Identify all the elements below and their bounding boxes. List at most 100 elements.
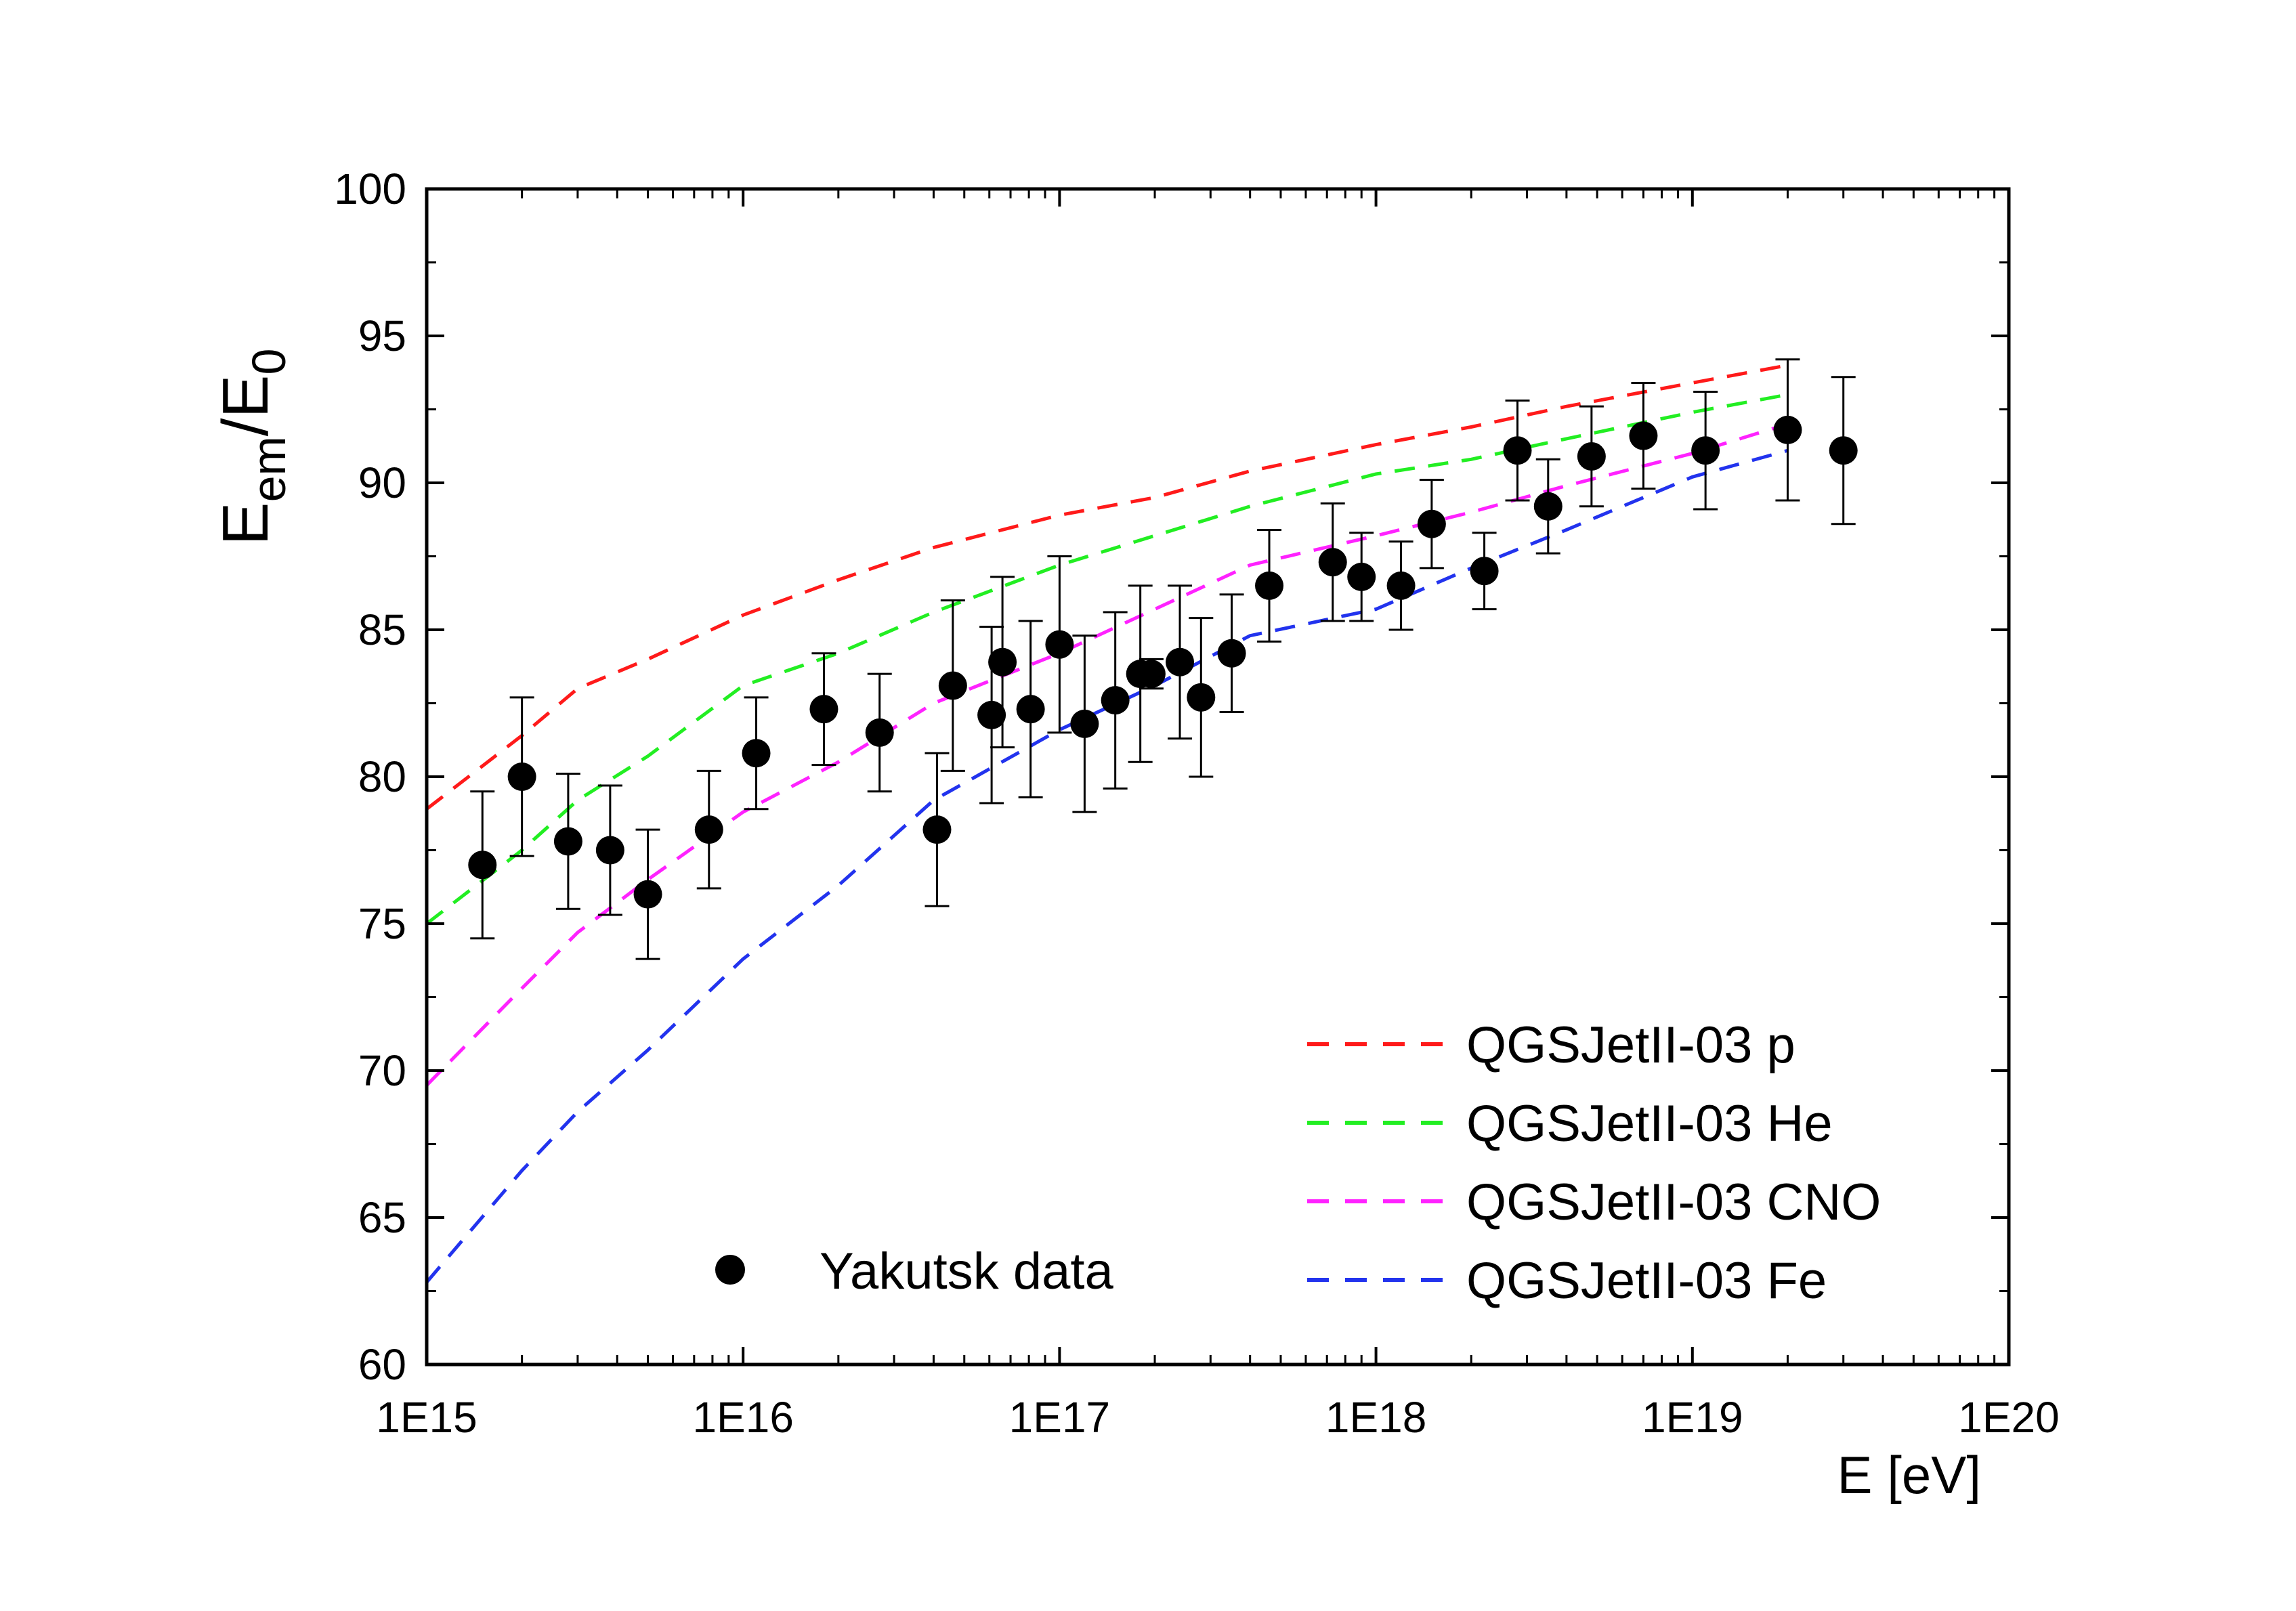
data-point bbox=[1217, 593, 1246, 714]
x-axis-ticks: 1E15 1E16 1E17 1E18 1E19 1E20 bbox=[376, 189, 2060, 1442]
data-point bbox=[1691, 390, 1720, 511]
data-point bbox=[1577, 405, 1606, 508]
data-marker bbox=[694, 815, 723, 844]
data-marker bbox=[977, 700, 1006, 729]
data-marker bbox=[1318, 548, 1347, 577]
y-title-base2: E bbox=[209, 374, 282, 418]
legend-curves: QGSJetII-03 p QGSJetII-03 He QGSJetII-03 C… bbox=[1307, 1016, 1881, 1310]
x-tick-label: 1E15 bbox=[376, 1393, 477, 1442]
legend-marker-yakutsk bbox=[715, 1255, 745, 1285]
data-marker bbox=[633, 880, 662, 909]
data-points bbox=[468, 358, 1858, 960]
data-point bbox=[922, 752, 952, 907]
legend-label: QGSJetII-03 p bbox=[1466, 1016, 1795, 1074]
data-marker bbox=[1255, 571, 1284, 600]
data-marker bbox=[809, 695, 838, 724]
data-marker bbox=[1136, 660, 1166, 689]
data-marker bbox=[1016, 695, 1045, 724]
data-point bbox=[1136, 658, 1166, 690]
data-marker bbox=[507, 762, 536, 791]
y-tick-label: 70 bbox=[358, 1046, 406, 1095]
data-point bbox=[595, 784, 624, 916]
data-point bbox=[1016, 620, 1045, 798]
data-point bbox=[1101, 611, 1130, 790]
data-point bbox=[1629, 381, 1658, 490]
data-marker bbox=[1773, 415, 1802, 444]
data-point bbox=[1347, 532, 1376, 622]
data-marker bbox=[468, 851, 497, 880]
data-point bbox=[1318, 502, 1347, 622]
y-tick-label: 85 bbox=[358, 605, 406, 654]
data-point bbox=[1255, 528, 1284, 643]
x-tick-label: 1E20 bbox=[1958, 1393, 2059, 1442]
legend-label: QGSJetII-03 Fe bbox=[1466, 1252, 1827, 1310]
data-marker bbox=[1166, 647, 1195, 676]
x-axis-title: E [eV] bbox=[1837, 1445, 1981, 1505]
data-point bbox=[1045, 555, 1074, 734]
data-marker bbox=[1503, 436, 1532, 465]
y-axis-title: Eem/E0 bbox=[209, 349, 295, 546]
data-marker bbox=[595, 836, 624, 865]
data-point bbox=[1470, 532, 1499, 611]
y-tick-label: 90 bbox=[358, 458, 406, 507]
data-point bbox=[468, 790, 497, 940]
legend-points: Yakutsk data bbox=[715, 1243, 1113, 1300]
data-marker bbox=[1629, 421, 1658, 450]
data-point bbox=[1386, 540, 1416, 631]
data-marker bbox=[988, 647, 1017, 676]
data-marker bbox=[1386, 571, 1416, 600]
y-tick-label: 75 bbox=[358, 899, 406, 948]
y-tick-label: 95 bbox=[358, 312, 406, 360]
curve-qgsjetii-03-p bbox=[425, 363, 1788, 811]
data-point bbox=[694, 769, 723, 890]
data-marker bbox=[1045, 630, 1074, 659]
data-marker bbox=[1347, 562, 1376, 591]
y-title-base: E bbox=[209, 502, 282, 545]
data-point bbox=[938, 599, 967, 772]
data-marker bbox=[865, 718, 894, 747]
curve-qgsjetii-03-fe bbox=[425, 448, 1789, 1284]
data-marker bbox=[553, 827, 582, 856]
data-point bbox=[1829, 376, 1858, 525]
data-marker bbox=[938, 671, 967, 700]
data-point bbox=[1070, 635, 1099, 813]
data-marker bbox=[1187, 683, 1216, 712]
data-point bbox=[507, 696, 536, 857]
x-tick-label: 1E16 bbox=[692, 1393, 793, 1442]
data-point bbox=[1503, 399, 1532, 502]
y-tick-label: 60 bbox=[358, 1340, 406, 1389]
data-marker bbox=[1829, 436, 1858, 465]
y-tick-label: 65 bbox=[358, 1193, 406, 1242]
data-point bbox=[809, 652, 838, 767]
data-marker bbox=[1470, 557, 1499, 586]
x-tick-label: 1E18 bbox=[1325, 1393, 1426, 1442]
data-point bbox=[1417, 479, 1446, 570]
data-point bbox=[1166, 584, 1195, 740]
legend-label-yakutsk: Yakutsk data bbox=[820, 1243, 1113, 1300]
y-title-sep: / bbox=[209, 418, 282, 436]
data-marker bbox=[1101, 686, 1130, 715]
y-title-sub2: 0 bbox=[242, 349, 295, 375]
legend-label: QGSJetII-03 CNO bbox=[1466, 1174, 1881, 1231]
data-point bbox=[1773, 358, 1802, 502]
data-point bbox=[1187, 617, 1216, 778]
data-point bbox=[865, 672, 894, 793]
data-point bbox=[742, 696, 771, 811]
x-tick-label: 1E17 bbox=[1009, 1393, 1110, 1442]
x-tick-label: 1E19 bbox=[1642, 1393, 1743, 1442]
data-marker bbox=[742, 739, 771, 768]
y-title-sub: em bbox=[242, 436, 295, 502]
y-tick-label: 80 bbox=[358, 752, 406, 801]
data-point bbox=[1533, 458, 1562, 555]
data-marker bbox=[1217, 639, 1246, 668]
data-point bbox=[553, 773, 582, 910]
y-tick-label: 100 bbox=[334, 165, 406, 213]
data-marker bbox=[1691, 436, 1720, 465]
legend-label: QGSJetII-03 He bbox=[1466, 1095, 1833, 1153]
y-axis-ticks: 60 65 70 75 80 85 90 95 100 bbox=[334, 165, 2009, 1389]
data-point bbox=[633, 828, 662, 960]
data-marker bbox=[1417, 509, 1446, 538]
data-marker bbox=[1533, 492, 1562, 521]
